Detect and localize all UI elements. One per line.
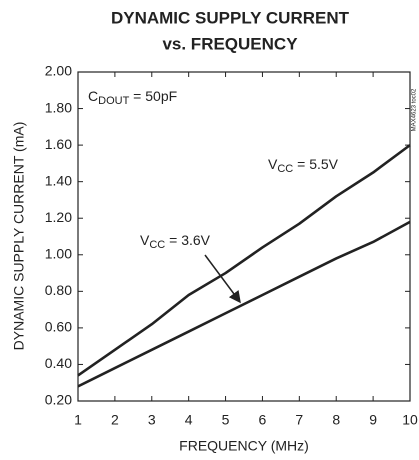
x-tick-label: 10 bbox=[402, 412, 418, 428]
y-tick-label: 0.40 bbox=[45, 355, 72, 371]
x-tick-label: 7 bbox=[295, 412, 303, 428]
series-label-sub: CC bbox=[277, 163, 293, 175]
x-axis-label: FREQUENCY (MHz) bbox=[179, 438, 309, 454]
x-tick-label: 6 bbox=[259, 412, 267, 428]
x-tick-label: 3 bbox=[148, 412, 156, 428]
y-tick-label: 0.20 bbox=[45, 392, 72, 408]
series-line bbox=[77, 144, 411, 377]
y-tick-label: 0.60 bbox=[45, 319, 72, 335]
y-axis-label: DYNAMIC SUPPLY CURRENT (mA) bbox=[11, 122, 27, 351]
y-tick-label: 2.00 bbox=[45, 63, 72, 79]
y-tick-label: 0.80 bbox=[45, 282, 72, 298]
plot-frame bbox=[77, 71, 411, 402]
side-note: MAX4623 toc02 bbox=[412, 88, 418, 131]
x-tick-label: 8 bbox=[332, 412, 340, 428]
y-tick-label: 1.20 bbox=[45, 209, 72, 225]
condition-main: C bbox=[88, 88, 98, 104]
chart-title: DYNAMIC SUPPLY CURRENT bbox=[111, 8, 350, 27]
series-label: VCC = 3.6V bbox=[140, 232, 211, 251]
condition-sub: DOUT bbox=[98, 95, 129, 107]
x-tick-label: 4 bbox=[185, 412, 193, 428]
condition-label: CDOUT = 50pF bbox=[88, 88, 177, 107]
x-tick-label: 9 bbox=[369, 412, 377, 428]
series-label-sub: CC bbox=[149, 239, 165, 251]
series-line bbox=[77, 220, 411, 388]
condition-rest: = 50pF bbox=[129, 88, 177, 104]
x-tick-label: 2 bbox=[111, 412, 119, 428]
y-tick-label: 1.00 bbox=[45, 245, 72, 261]
series-label: VCC = 5.5V bbox=[268, 156, 339, 175]
series-label-rest: = 3.6V bbox=[165, 232, 210, 248]
series-label-rest: = 5.5V bbox=[293, 156, 338, 172]
y-tick-label: 1.80 bbox=[45, 99, 72, 115]
x-tick-label: 1 bbox=[74, 412, 82, 428]
series-label-main: V bbox=[140, 232, 150, 248]
chart-subtitle: vs. FREQUENCY bbox=[162, 34, 298, 53]
y-tick-label: 1.40 bbox=[45, 172, 72, 188]
y-tick-label: 1.60 bbox=[45, 136, 72, 152]
x-tick-label: 5 bbox=[222, 412, 230, 428]
arrow bbox=[204, 254, 241, 304]
series-label-main: V bbox=[268, 156, 278, 172]
